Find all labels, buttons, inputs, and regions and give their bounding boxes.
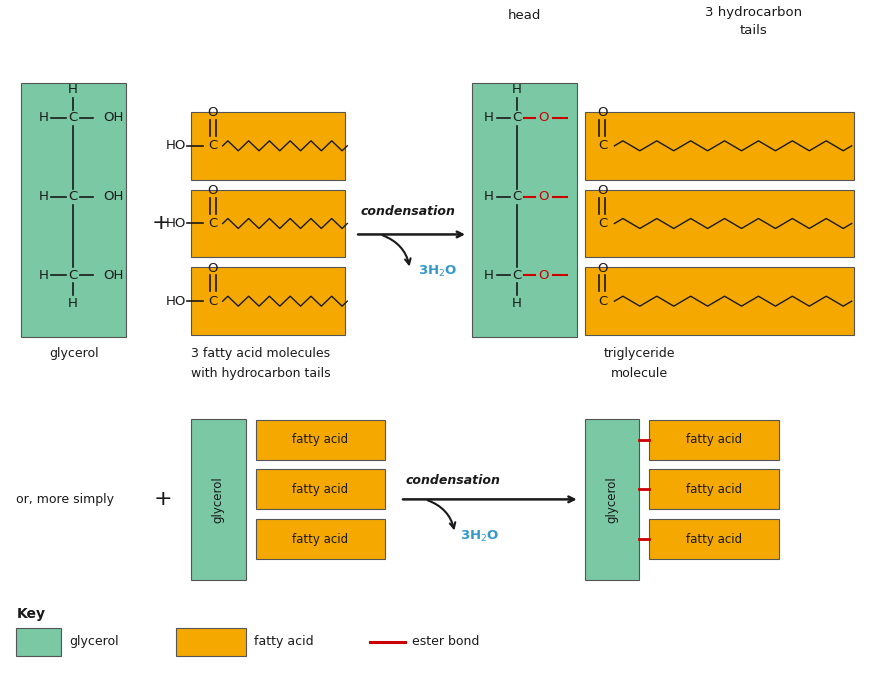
Text: C: C (512, 112, 521, 125)
Text: condensation: condensation (405, 474, 500, 487)
Text: +: + (151, 214, 170, 234)
Text: fatty acid: fatty acid (686, 433, 742, 446)
Bar (585, 419, 640, 580)
Text: O: O (539, 269, 549, 282)
Text: C: C (512, 269, 521, 282)
Text: H: H (512, 83, 521, 96)
Text: C: C (598, 295, 607, 308)
Text: H: H (69, 83, 78, 96)
Text: fatty acid: fatty acid (292, 483, 348, 496)
Text: molecule: molecule (611, 367, 668, 380)
Text: HO: HO (165, 217, 186, 230)
Text: H: H (38, 190, 48, 203)
Text: fatty acid: fatty acid (254, 635, 313, 648)
Text: with hydrocarbon tails: with hydrocarbon tails (190, 367, 330, 380)
Text: glycerol: glycerol (212, 476, 225, 523)
Text: glycerol: glycerol (606, 476, 619, 523)
Text: fatty acid: fatty acid (686, 533, 742, 546)
Text: C: C (208, 295, 217, 308)
Text: C: C (69, 112, 78, 125)
Text: H: H (484, 269, 494, 282)
Text: triglyceride: triglyceride (604, 347, 675, 360)
Bar (585, 189, 853, 258)
Text: +: + (154, 489, 172, 509)
Text: fatty acid: fatty acid (292, 433, 348, 446)
Text: H: H (484, 112, 494, 125)
Bar (17, 628, 61, 656)
Text: OH: OH (103, 269, 123, 282)
Text: O: O (208, 184, 218, 197)
Text: head: head (508, 9, 541, 22)
Text: OH: OH (103, 112, 123, 125)
Text: H: H (69, 297, 78, 310)
Text: HO: HO (165, 295, 186, 308)
Text: condensation: condensation (361, 205, 455, 218)
Text: C: C (512, 190, 521, 203)
Bar (176, 628, 246, 656)
Text: H: H (484, 190, 494, 203)
Text: C: C (598, 139, 607, 152)
Text: Key: Key (17, 607, 45, 621)
Bar (649, 469, 779, 509)
Text: H: H (38, 269, 48, 282)
Text: fatty acid: fatty acid (292, 533, 348, 546)
Text: O: O (597, 106, 607, 119)
Text: O: O (539, 112, 549, 125)
Text: glycerol: glycerol (70, 635, 119, 648)
Text: O: O (597, 184, 607, 197)
Bar (191, 112, 345, 180)
Bar (255, 420, 385, 460)
Text: C: C (69, 190, 78, 203)
Text: 3 fatty acid molecules: 3 fatty acid molecules (191, 347, 330, 360)
Text: C: C (208, 217, 217, 230)
Text: 3 hydrocarbon: 3 hydrocarbon (706, 6, 803, 19)
Text: 3H$_2$O: 3H$_2$O (418, 264, 457, 279)
Text: H: H (512, 297, 521, 310)
Text: O: O (597, 262, 607, 275)
Text: ester bond: ester bond (412, 635, 480, 648)
Text: glycerol: glycerol (49, 347, 98, 360)
Bar (255, 520, 385, 559)
Text: C: C (598, 217, 607, 230)
Text: C: C (208, 139, 217, 152)
Text: fatty acid: fatty acid (686, 483, 742, 496)
Bar (472, 83, 576, 337)
Bar (191, 189, 345, 258)
Text: H: H (38, 112, 48, 125)
Text: O: O (208, 106, 218, 119)
Bar (22, 83, 126, 337)
Bar (585, 112, 853, 180)
Text: O: O (208, 262, 218, 275)
Bar (649, 420, 779, 460)
Bar (255, 469, 385, 509)
Bar (191, 267, 345, 335)
Text: O: O (539, 190, 549, 203)
Bar (191, 419, 246, 580)
Text: or, more simply: or, more simply (17, 493, 115, 506)
Bar (649, 520, 779, 559)
Text: C: C (69, 269, 78, 282)
Text: 3H$_2$O: 3H$_2$O (460, 528, 499, 544)
Bar (585, 267, 853, 335)
Text: OH: OH (103, 190, 123, 203)
Text: HO: HO (165, 139, 186, 152)
Text: tails: tails (740, 24, 768, 37)
